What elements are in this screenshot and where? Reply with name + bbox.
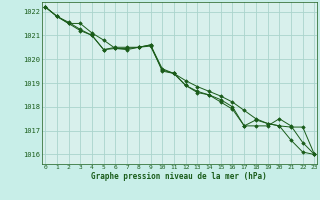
X-axis label: Graphe pression niveau de la mer (hPa): Graphe pression niveau de la mer (hPa) — [91, 172, 267, 181]
